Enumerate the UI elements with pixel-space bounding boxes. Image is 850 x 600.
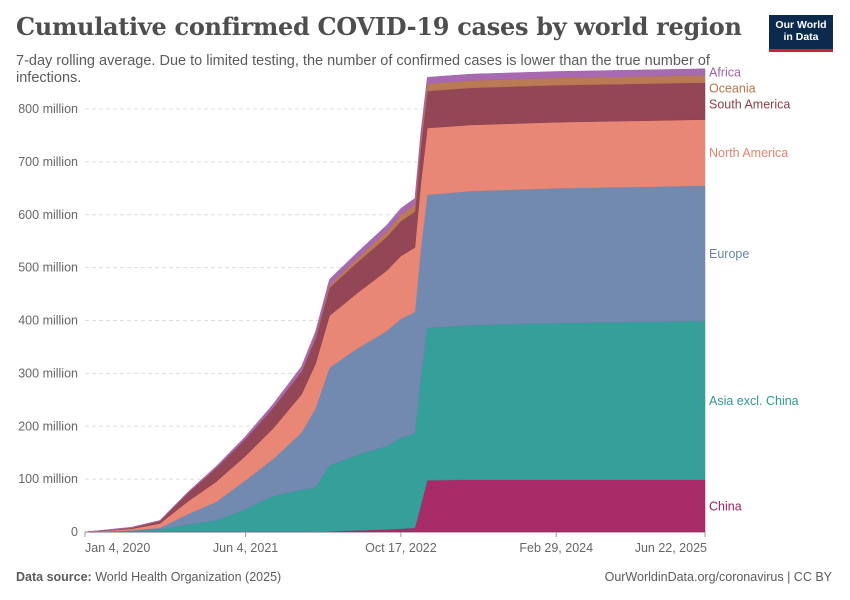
owid-logo[interactable]: Our World in Data — [769, 15, 833, 52]
x-tick-label: Jun 22, 2025 — [635, 541, 707, 555]
y-tick-label: 700 million — [18, 155, 78, 169]
legend-label-north-america[interactable]: North America — [709, 146, 788, 160]
data-source-label: Data source: — [16, 570, 92, 584]
x-tick-label: Jun 4, 2021 — [213, 541, 278, 555]
legend-label-asia-excl-china[interactable]: Asia excl. China — [709, 394, 799, 408]
legend-label-africa[interactable]: Africa — [709, 65, 741, 79]
source-link[interactable]: OurWorldinData.org/coronavirus | CC BY — [604, 570, 832, 584]
legend-label-oceania[interactable]: Oceania — [709, 81, 756, 95]
legend-label-china[interactable]: China — [709, 499, 742, 513]
y-tick-label: 300 million — [18, 366, 78, 380]
y-tick-label: 200 million — [18, 419, 78, 433]
x-tick-label: Jan 4, 2020 — [85, 541, 150, 555]
y-tick-label: 0 — [71, 525, 78, 539]
data-source-text: World Health Organization (2025) — [95, 570, 282, 584]
logo-line-2: in Data — [783, 31, 819, 43]
series-legend-labels: Africa Oceania South America North America E… — [709, 65, 799, 513]
legend-label-europe[interactable]: Europe — [709, 247, 749, 261]
legend-label-south-america[interactable]: South America — [709, 97, 790, 111]
x-tick-label: Oct 17, 2022 — [365, 541, 437, 555]
y-tick-label: 400 million — [18, 314, 78, 328]
y-tick-label: 100 million — [18, 472, 78, 486]
x-axis-tick-labels: Jan 4, 2020 Jun 4, 2021 Oct 17, 2022 Feb 29… — [84, 532, 707, 555]
logo-line-1: Our World — [775, 19, 827, 31]
y-tick-label: 500 million — [18, 261, 78, 275]
chart-subtitle: 7-day rolling average. Due to limited te… — [16, 53, 710, 86]
series-areas — [84, 68, 706, 533]
area-africa[interactable] — [84, 68, 706, 533]
data-source: Data source: World Health Organization (… — [16, 570, 281, 584]
y-tick-label: 800 million — [18, 102, 78, 116]
y-axis-tick-labels: 0 100 million 200 million 300 million 400 mi… — [18, 102, 78, 539]
y-tick-label: 600 million — [18, 208, 78, 222]
x-tick-label: Feb 29, 2024 — [519, 541, 593, 555]
chart-title: Cumulative confirmed COVID-19 cases by w… — [16, 12, 742, 41]
